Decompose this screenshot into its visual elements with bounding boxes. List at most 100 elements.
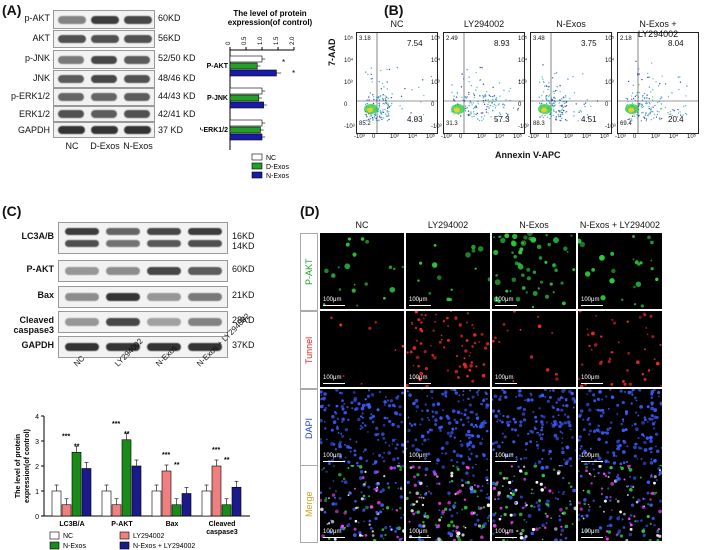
cell-dot — [603, 499, 607, 503]
cell-dot — [388, 265, 393, 270]
cell-dot — [353, 283, 356, 286]
cell-dot — [586, 328, 589, 331]
cell-dot — [538, 526, 541, 530]
flow-event — [382, 111, 385, 113]
cell-dot — [514, 420, 518, 424]
cell-dot — [439, 416, 443, 420]
cell-dot — [497, 491, 501, 495]
cell-dot — [517, 389, 521, 393]
flow-ytick: 10⁵ — [431, 36, 441, 42]
flow-event — [565, 104, 568, 107]
cell-dot — [470, 452, 473, 455]
cell-dot — [656, 538, 660, 541]
cell-dot — [354, 519, 358, 523]
cell-dot — [323, 498, 328, 503]
cell-dot — [641, 529, 646, 533]
cell-dot — [647, 369, 651, 372]
flow-event — [370, 73, 372, 75]
flow-event — [492, 100, 495, 102]
flow-event — [387, 106, 389, 109]
flow-event — [586, 99, 588, 101]
flow-event — [653, 113, 656, 116]
bar — [229, 126, 261, 134]
cell-dot — [420, 417, 424, 421]
flow-event — [477, 118, 479, 120]
flow-event — [486, 106, 488, 108]
scale-bar-label: 100μm — [323, 297, 346, 306]
cell-dot — [499, 412, 502, 415]
cell-dot — [541, 457, 544, 461]
flow-event — [554, 104, 556, 106]
cell-dot — [565, 445, 570, 450]
flow-event — [562, 106, 564, 108]
flow-event — [380, 95, 382, 97]
cell-dot — [509, 491, 512, 495]
flow-event — [635, 94, 638, 97]
cell-dot — [457, 400, 460, 403]
cell-dot — [536, 315, 540, 318]
cell-dot — [347, 467, 350, 470]
cell-dot — [497, 418, 499, 421]
cell-dot — [432, 329, 435, 332]
cell-dot — [644, 498, 646, 500]
cell-dot — [471, 244, 476, 250]
cell-dot — [323, 408, 327, 412]
cell-dot — [415, 404, 420, 409]
blot-band — [188, 318, 222, 326]
flow-event — [544, 114, 546, 117]
cell-dot — [444, 392, 447, 395]
blot-band — [58, 55, 84, 64]
cell-dot — [572, 268, 576, 272]
flow-event — [462, 99, 464, 102]
cell-dot — [608, 518, 611, 521]
cell-dot — [649, 522, 652, 526]
cell-dot — [511, 452, 514, 456]
cell-dot — [650, 396, 654, 399]
flow-event — [636, 73, 639, 75]
flow-xtick: 0 — [372, 134, 376, 140]
cell-dot — [410, 424, 414, 427]
panel-b-ylabel: 7-AAD — [327, 38, 337, 66]
quadrant-ur: 7.54 — [407, 39, 423, 48]
flow-event — [484, 93, 486, 96]
cell-dot — [411, 444, 415, 448]
cell-dot — [578, 377, 581, 381]
flow-event — [550, 111, 552, 114]
cell-dot — [634, 411, 638, 414]
cell-dot — [467, 455, 470, 458]
cell-dot — [592, 429, 597, 433]
cell-dot — [549, 389, 552, 392]
flow-event — [383, 117, 385, 119]
cell-dot — [568, 389, 572, 394]
cell-dot — [641, 433, 645, 437]
cell-dot — [519, 423, 523, 428]
cell-dot — [431, 403, 436, 407]
blot-strip — [53, 30, 155, 48]
cell-dot — [587, 417, 590, 419]
cell-dot — [627, 465, 631, 468]
cell-dot — [628, 467, 633, 472]
cell-dot — [327, 497, 330, 500]
blot-band — [124, 93, 150, 101]
cell-dot — [452, 465, 455, 468]
cell-dot — [408, 393, 412, 397]
cell-dot — [455, 529, 458, 533]
flow-event — [485, 111, 488, 113]
flow-event — [418, 86, 420, 89]
cell-dot — [366, 394, 371, 398]
blot-band — [91, 15, 119, 24]
flow-event — [659, 98, 661, 100]
cell-dot — [591, 331, 595, 336]
cell-dot — [533, 505, 536, 509]
cell-dot — [381, 528, 385, 532]
cell-dot — [466, 445, 469, 448]
cell-dot — [561, 465, 563, 467]
cell-dot — [545, 465, 549, 470]
flow-event — [364, 71, 367, 73]
cell-dot — [524, 502, 527, 504]
flow-event — [472, 93, 475, 95]
cell-dot — [371, 420, 375, 424]
flow-event — [678, 88, 680, 91]
cell-dot — [525, 291, 528, 294]
